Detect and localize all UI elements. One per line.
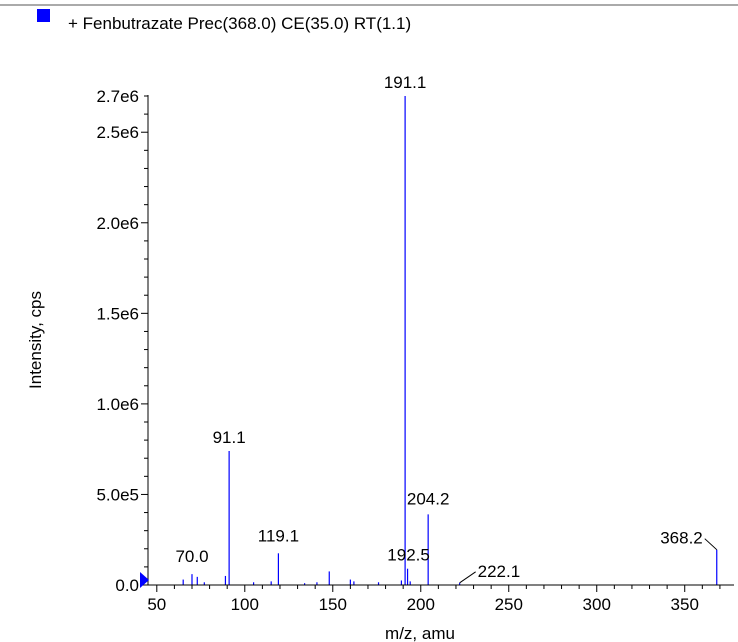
y-tick-label: 1.5e6 — [96, 304, 139, 323]
y-tick-label: 2.7e6 — [96, 87, 139, 106]
y-tick-label: 2.5e6 — [96, 123, 139, 142]
y-tick-label: 2.0e6 — [96, 214, 139, 233]
spectrum-peaks — [182, 96, 718, 585]
x-tick-label: 50 — [147, 595, 166, 614]
y-axis-label: Intensity, cps — [26, 291, 45, 389]
peak-label: 191.1 — [384, 73, 427, 92]
peak-label: 119.1 — [258, 526, 299, 545]
peak-label: 204.2 — [407, 489, 450, 508]
peak-label-leader — [704, 538, 718, 551]
y-tick-label: 5.0e5 — [96, 485, 139, 504]
peak-label-leader — [459, 571, 476, 584]
x-axis-ticks: 50 100 150 200 250 300 350 — [147, 585, 721, 614]
peak-labels: 70.0 91.1 119.1 191.1 192.5 204.2 222.1 368.2 — [175, 73, 718, 584]
peak-label: 192.5 — [387, 546, 430, 565]
y-tick-label: 0.0 — [115, 576, 139, 595]
axis-origin-marker — [140, 572, 149, 588]
peak-label: 70.0 — [175, 547, 208, 566]
y-axis-ticks: 0.0 5.0e5 1.0e6 1.5e6 2.0e6 2.5e6 2.7e6 — [96, 87, 148, 595]
x-axis-label: m/z, amu — [385, 624, 455, 642]
x-tick-label: 150 — [319, 595, 347, 614]
x-tick-label: 100 — [231, 595, 259, 614]
x-tick-label: 200 — [407, 595, 435, 614]
x-tick-label: 300 — [583, 595, 611, 614]
peak-label: 368.2 — [660, 529, 703, 548]
x-tick-label: 350 — [671, 595, 699, 614]
x-tick-label: 250 — [495, 595, 523, 614]
y-tick-label: 1.0e6 — [96, 395, 139, 414]
peak-label: 222.1 — [478, 562, 521, 581]
peak-label: 91.1 — [213, 428, 246, 447]
legend-swatch — [37, 9, 50, 22]
chart-title: + Fenbutrazate Prec(368.0) CE(35.0) RT(1… — [68, 14, 411, 33]
